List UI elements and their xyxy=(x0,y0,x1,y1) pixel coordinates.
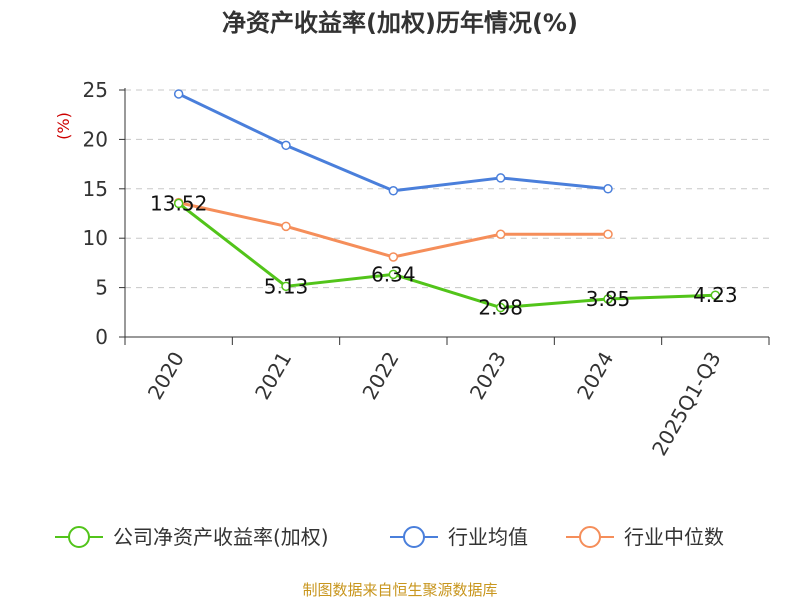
data-point xyxy=(388,252,399,262)
y-tick-label: 20 xyxy=(83,127,108,151)
data-point xyxy=(603,294,613,304)
source-note: 制图数据来自恒生聚源数据库 xyxy=(302,581,497,599)
data-label: 2.98 xyxy=(478,296,523,320)
x-tick-label: 2025Q1-Q3 xyxy=(647,348,726,460)
chart-title: 净资产收益率(加权)历年情况(%) xyxy=(222,9,578,37)
y-tick-label: 5 xyxy=(95,276,108,300)
data-label: 4.23 xyxy=(693,283,738,307)
legend-label: 行业中位数 xyxy=(624,525,724,549)
x-tick-labels: 2020 2021 2022 2023 2024 2025Q1-Q3 xyxy=(143,347,726,459)
y-tick-label: 0 xyxy=(95,325,108,349)
data-point xyxy=(388,186,399,196)
data-point xyxy=(710,290,721,300)
y-tick-labels: 0 5 10 15 20 25 xyxy=(83,78,108,349)
data-point xyxy=(603,229,613,239)
data-point xyxy=(173,89,184,99)
data-label: 5.13 xyxy=(264,274,309,298)
x-tick-label: 2024 xyxy=(572,348,618,404)
axes xyxy=(119,88,770,345)
y-axis-label: (%) xyxy=(54,112,73,140)
data-point xyxy=(388,269,399,280)
data-point xyxy=(495,173,506,183)
series-line xyxy=(178,201,608,259)
data-point xyxy=(281,281,291,292)
data-point xyxy=(281,140,291,151)
data-point xyxy=(495,229,506,239)
x-tick-label: 2020 xyxy=(143,348,189,404)
x-tick-label: 2023 xyxy=(465,347,511,403)
legend-marker xyxy=(579,526,601,548)
data-label: 13.52 xyxy=(150,191,207,215)
y-tick-label: 15 xyxy=(83,177,108,201)
legend-marker xyxy=(68,526,90,548)
legend-marker xyxy=(403,526,425,548)
y-tick-label: 10 xyxy=(83,226,108,250)
legend-label: 公司净资产收益率(加权) xyxy=(113,525,329,549)
series-line xyxy=(178,92,609,193)
data-point xyxy=(281,221,291,232)
x-tick-label: 2021 xyxy=(250,348,296,404)
series-line xyxy=(177,202,716,310)
data-label: 6.34 xyxy=(371,262,416,286)
legend-label: 行业均值 xyxy=(448,525,528,549)
x-tick-label: 2022 xyxy=(357,348,403,404)
grid-lines xyxy=(125,89,769,289)
data-label: 3.85 xyxy=(586,287,631,311)
series-lines xyxy=(173,89,721,313)
legend: 公司净资产收益率(加权) 行业均值 行业中位数 xyxy=(55,525,724,549)
data-point xyxy=(173,198,184,209)
data-labels: 13.52 5.13 6.34 2.98 3.85 4.23 xyxy=(150,191,738,319)
y-tick-label: 25 xyxy=(83,78,108,102)
data-point xyxy=(495,302,506,313)
data-point xyxy=(603,184,613,194)
